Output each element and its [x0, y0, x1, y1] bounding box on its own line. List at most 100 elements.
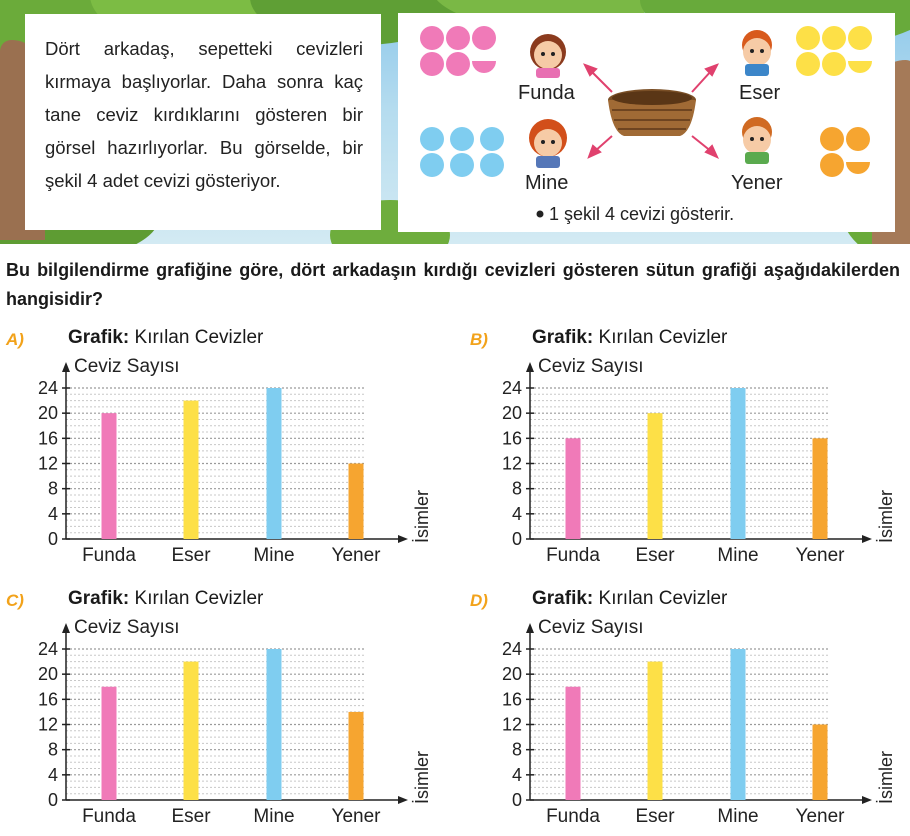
bar-funda: [101, 413, 117, 539]
category-label: Mine: [253, 806, 294, 827]
x-axis-arrow-icon: [398, 535, 408, 543]
bar-mine: [730, 649, 746, 800]
funda-icon: [530, 34, 566, 78]
bar-mine: [730, 388, 746, 539]
y-tick-label: 0: [512, 529, 522, 549]
y-tick-label: 12: [38, 715, 58, 735]
chart-title: Grafik: Kırılan Cevizler: [532, 588, 728, 609]
y-tick-label: 8: [512, 740, 522, 760]
bar-funda: [101, 686, 117, 800]
option-d[interactable]: 0 4 8 12 16 20 24 Ceviz Sayısı İsimler Funda Eser M…: [470, 588, 910, 836]
y-tick-label: 24: [38, 378, 58, 398]
half-walnut-symbol: [846, 162, 870, 174]
option-letter: A): [6, 330, 24, 349]
category-label: Funda: [546, 545, 600, 566]
chart-a: 0 4 8 12 16 20 24 Ceviz Sayısı İsimler Funda Eser M…: [38, 356, 432, 566]
y-axis-label: Ceviz Sayısı: [74, 356, 180, 377]
y-tick-label: 16: [502, 428, 522, 448]
y-tick-label: 20: [502, 403, 522, 423]
y-tick-label: 24: [502, 378, 522, 398]
chart-title: Grafik: Kırılan Cevizler: [68, 327, 264, 348]
y-tick-label: 4: [48, 765, 58, 785]
category-label: Yener: [332, 806, 382, 827]
bar-eser: [647, 661, 663, 800]
y-axis-label: Ceviz Sayısı: [538, 356, 644, 377]
bullet-icon: [536, 210, 544, 218]
eser-icon: [742, 30, 772, 76]
category-label: Eser: [171, 806, 211, 827]
x-axis-label: İsimler: [412, 490, 432, 543]
y-tick-label: 24: [502, 639, 522, 659]
y-tick-label: 12: [38, 454, 58, 474]
info-graphic: [420, 26, 872, 218]
chart-title: Grafik: Kırılan Cevizler: [532, 327, 728, 348]
category-label: Mine: [717, 545, 758, 566]
y-tick-label: 12: [502, 454, 522, 474]
bar-eser: [647, 413, 663, 539]
bar-yener: [812, 724, 828, 800]
x-axis-label: İsimler: [876, 490, 896, 543]
y-axis-arrow-icon: [526, 362, 534, 372]
kid-name-yener: Yener: [731, 172, 783, 194]
bar-eser: [183, 661, 199, 800]
y-tick-label: 12: [502, 715, 522, 735]
bar-yener: [348, 463, 364, 539]
option-b[interactable]: 0 4 8 12 16 20 24 Ceviz Sayısı İsimler Funda Eser M…: [470, 327, 910, 580]
y-axis-arrow-icon: [62, 623, 70, 633]
question-text: Bu bilgilendirme grafiğine göre, dört ar…: [6, 260, 900, 309]
y-axis-label: Ceviz Sayısı: [74, 617, 180, 638]
y-axis-arrow-icon: [526, 623, 534, 633]
walnut-symbol: [848, 26, 872, 50]
arrows: [582, 63, 720, 160]
walnut-symbol: [822, 52, 846, 76]
bar-yener: [812, 438, 828, 539]
y-tick-label: 16: [502, 689, 522, 709]
y-tick-label: 16: [38, 428, 58, 448]
bar-eser: [183, 400, 199, 539]
y-tick-label: 20: [502, 664, 522, 684]
walnut-symbol: [820, 153, 844, 177]
bar-funda: [565, 686, 581, 800]
walnut-symbol: [420, 26, 444, 50]
chart-c: 0 4 8 12 16 20 24 Ceviz Sayısı İsimler Funda Eser M…: [38, 617, 432, 827]
y-tick-label: 4: [512, 504, 522, 524]
kid-name-funda: Funda: [518, 82, 575, 104]
bar-mine: [266, 388, 282, 539]
y-axis-arrow-icon: [62, 362, 70, 372]
walnut-symbol: [472, 26, 496, 50]
y-tick-label: 8: [48, 479, 58, 499]
category-label: Funda: [82, 806, 136, 827]
option-c[interactable]: 0 4 8 12 16 20 24 Ceviz Sayısı İsimler Funda Eser M…: [6, 588, 446, 836]
walnut-symbol: [846, 127, 870, 151]
walnut-symbol: [420, 153, 444, 177]
half-walnut-symbol: [848, 61, 872, 73]
option-letter: B): [470, 330, 488, 349]
chart-title: Grafik: Kırılan Cevizler: [68, 588, 264, 609]
bar-yener: [348, 711, 364, 800]
intro-text: Dört arkadaş, sepetteki cevizleri kırmay…: [45, 38, 363, 191]
category-label: Eser: [171, 545, 211, 566]
yener-icon: [742, 117, 772, 164]
y-tick-label: 20: [38, 664, 58, 684]
y-tick-label: 0: [512, 790, 522, 810]
x-axis-arrow-icon: [398, 796, 408, 804]
key-note: 1 şekil 4 cevizi gösterir.: [549, 204, 735, 224]
bar-funda: [565, 438, 581, 539]
walnut-symbol: [450, 153, 474, 177]
chart-d: 0 4 8 12 16 20 24 Ceviz Sayısı İsimler Funda Eser M…: [502, 617, 896, 827]
category-label: Eser: [635, 545, 675, 566]
y-tick-label: 8: [512, 479, 522, 499]
option-a[interactable]: 0 4 8 12 16 20 24 Ceviz Sayısı İsimler Funda Eser M…: [6, 327, 446, 580]
header-scene: Dört arkadaş, sepetteki cevizleri kırmay…: [0, 0, 910, 244]
walnut-symbol: [822, 26, 846, 50]
half-walnut-symbol: [472, 61, 496, 73]
walnut-symbol: [420, 127, 444, 151]
y-axis-label: Ceviz Sayısı: [538, 617, 644, 638]
category-label: Yener: [796, 545, 846, 566]
walnut-symbol: [480, 153, 504, 177]
walnut-symbol: [446, 26, 470, 50]
option-letter: C): [6, 591, 24, 610]
y-tick-label: 4: [512, 765, 522, 785]
walnut-symbol: [446, 52, 470, 76]
category-label: Funda: [546, 806, 600, 827]
